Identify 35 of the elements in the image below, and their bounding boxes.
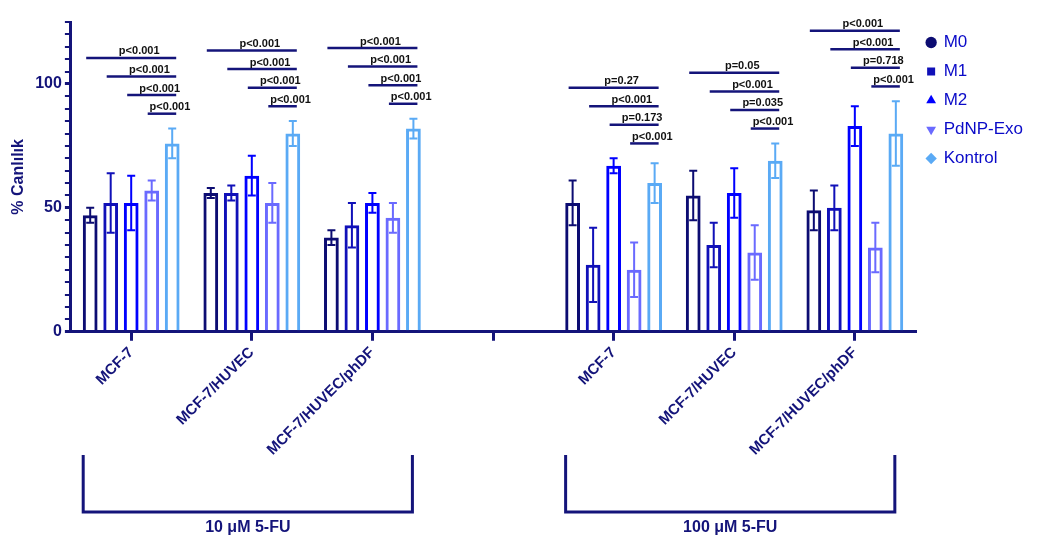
annotation: p<0.001 — [852, 35, 894, 48]
legend-label: M2 — [943, 90, 968, 110]
legend-label: M0 — [943, 32, 968, 52]
annotation: p=0.173 — [621, 111, 663, 124]
annotation: p<0.001 — [259, 74, 301, 87]
annotation: p<0.001 — [390, 90, 432, 103]
annotation: p<0.001 — [118, 44, 160, 57]
annotation: p<0.001 — [732, 77, 773, 90]
y-axis-title: % Canlılık — [9, 138, 27, 215]
annotation: p<0.001 — [380, 71, 422, 84]
legend-label: PdNP-Exo — [943, 119, 1024, 139]
legend-label: M1 — [943, 61, 968, 81]
y-tick-label: 100 — [35, 74, 62, 92]
y-tick-label: 0 — [52, 322, 62, 340]
y-tick-label: 50 — [44, 198, 62, 216]
annotation: p<0.001 — [149, 100, 191, 113]
annotation: p=0.27 — [604, 74, 639, 87]
annotation: p<0.001 — [249, 55, 291, 68]
annotation: p=0.05 — [724, 59, 760, 72]
annotation: p<0.001 — [139, 81, 181, 94]
annotation: p=0.718 — [863, 54, 904, 67]
annotation: p<0.001 — [270, 92, 311, 105]
text: 100 μM 5-FU — [683, 518, 778, 536]
annotation: p<0.001 — [239, 37, 281, 50]
annotation: p<0.001 — [842, 17, 884, 30]
annotation: p<0.001 — [752, 115, 794, 128]
annotation: p<0.001 — [632, 129, 673, 142]
text: 10 μM 5-FU — [205, 518, 291, 536]
annotation: p<0.001 — [370, 53, 411, 66]
annotation: p<0.001 — [129, 63, 170, 76]
legend-label: Kontrol — [943, 148, 998, 168]
annotation: p<0.001 — [611, 92, 653, 105]
annotation: p=0.035 — [742, 96, 784, 109]
annotation: p<0.001 — [873, 72, 914, 85]
annotation: p<0.001 — [360, 34, 401, 47]
